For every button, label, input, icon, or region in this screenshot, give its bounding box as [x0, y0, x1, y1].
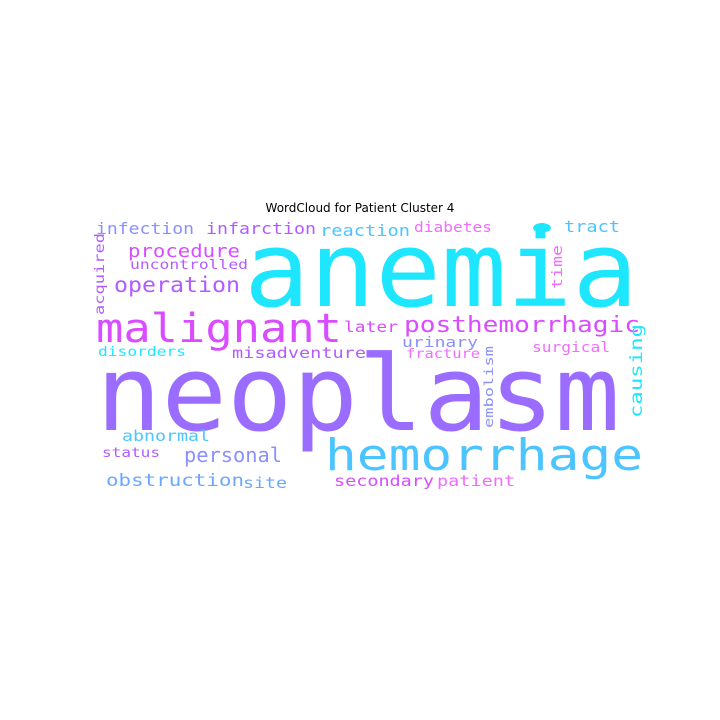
word-acquired: acquired — [93, 233, 108, 315]
word-later: later — [344, 318, 398, 336]
word-time: time — [550, 245, 566, 289]
word-neoplasm: neoplasm — [96, 333, 620, 455]
word-disorders: disorders — [98, 345, 186, 360]
word-status: status — [102, 446, 160, 461]
word-personal: personal — [184, 443, 282, 467]
word-causing: causing — [627, 324, 647, 418]
word-malignant: malignant — [96, 306, 342, 352]
word-embolism: embolism — [482, 346, 496, 428]
word-urinary: urinary — [402, 335, 478, 351]
word-fracture: fracture — [406, 347, 480, 362]
word-procedure: procedure — [128, 241, 240, 262]
word-reaction: reaction — [320, 221, 410, 240]
word-misadventure: misadventure — [232, 344, 366, 362]
word-abnormal: abnormal — [122, 427, 210, 445]
word-posthemorrhagic: posthemorrhagic — [404, 313, 640, 338]
chart-title: WordCloud for Patient Cluster 4 — [265, 201, 455, 215]
word-obstruction: obstruction — [106, 471, 244, 491]
word-dot: ● — [533, 217, 552, 236]
word-infarction: infarction — [206, 219, 316, 238]
word-operation: operation — [114, 273, 240, 297]
word-tract: tract — [564, 217, 620, 236]
word-patient: patient — [437, 472, 515, 490]
word-site: site — [243, 474, 287, 492]
word-anemia: anemia — [244, 209, 638, 331]
word-surgical: surgical — [532, 340, 610, 356]
word-diabetes: diabetes — [414, 220, 492, 236]
word-secondary: secondary — [334, 472, 434, 490]
word-infection: infection — [96, 219, 194, 238]
word-uncontrolled: uncontrolled — [130, 258, 248, 273]
word-hemorrhage: hemorrhage — [325, 430, 643, 481]
